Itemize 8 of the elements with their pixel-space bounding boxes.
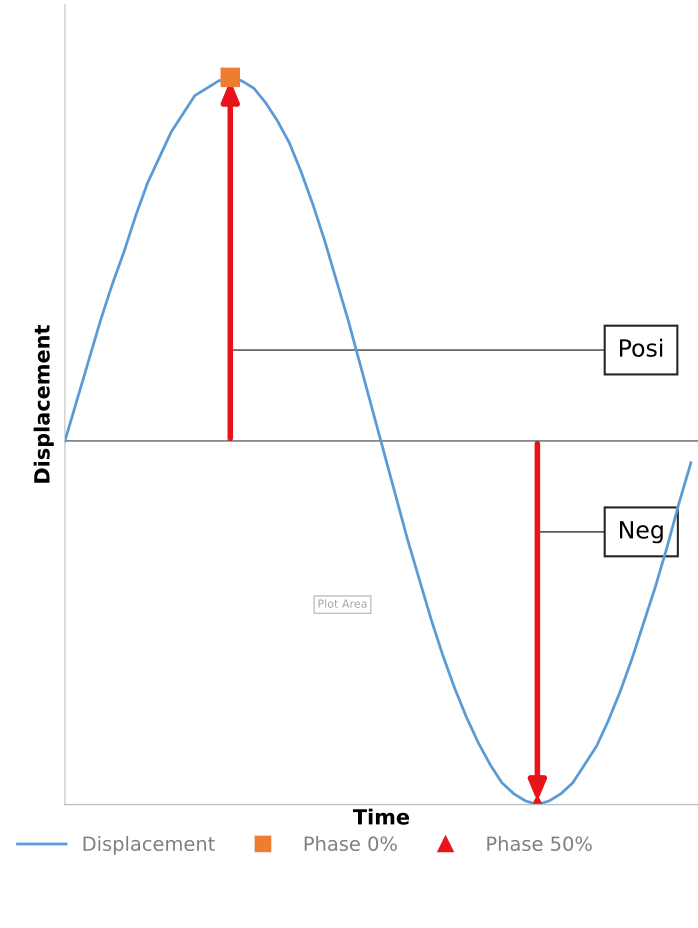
y-axis-title: Displacement — [34, 325, 54, 483]
legend-label: Phase 0% — [304, 836, 397, 852]
legend-label: Phase 50% — [487, 836, 592, 852]
x-axis-title: Time — [352, 808, 410, 825]
annotation: Posi — [620, 338, 662, 357]
annotation: Plot Area — [318, 599, 366, 608]
legend-label: Displacement — [84, 836, 215, 855]
annotation: Neg — [620, 521, 663, 544]
